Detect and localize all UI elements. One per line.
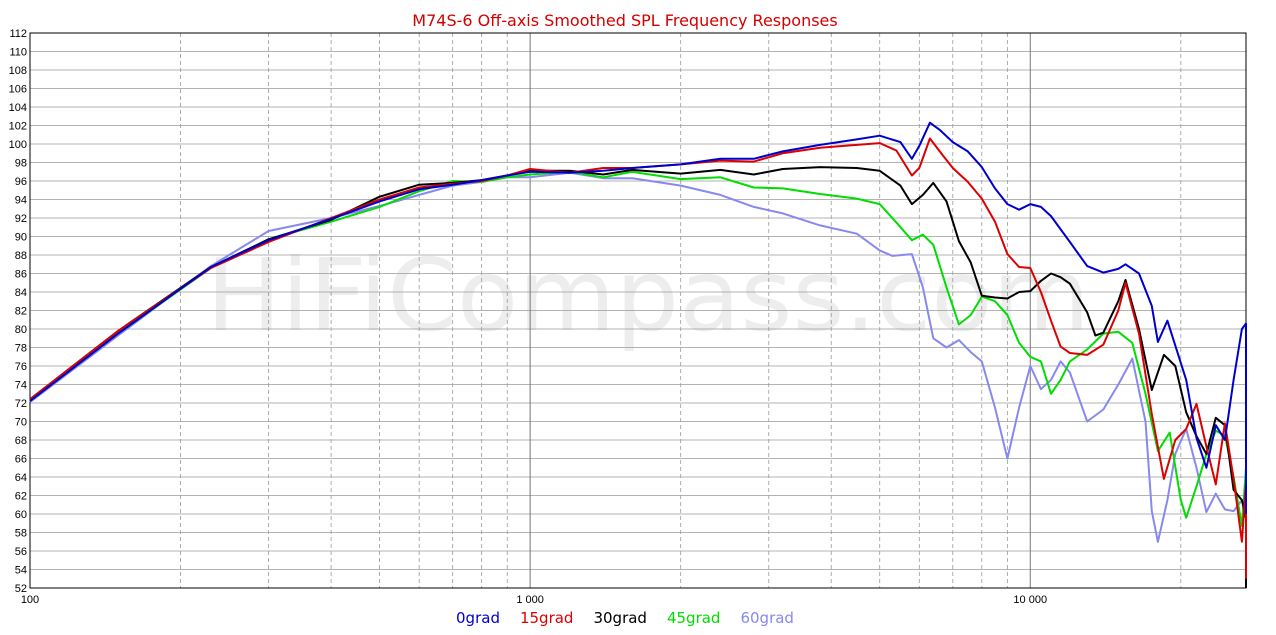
chart-title: M74S-6 Off-axis Smoothed SPL Frequency R… bbox=[412, 11, 837, 30]
y-tick-label: 78 bbox=[15, 343, 27, 355]
y-tick-label: 104 bbox=[9, 102, 27, 114]
x-tick-label: 10 000 bbox=[1013, 594, 1047, 606]
y-tick-label: 98 bbox=[15, 158, 27, 170]
y-tick-label: 56 bbox=[15, 546, 27, 558]
y-tick-label: 84 bbox=[15, 287, 27, 299]
y-tick-label: 92 bbox=[15, 213, 27, 225]
legend: 0grad 15grad 30grad 45grad 60grad bbox=[456, 609, 794, 627]
y-tick-label: 52 bbox=[15, 583, 27, 595]
y-tick-label: 96 bbox=[15, 176, 27, 188]
grid bbox=[29, 32, 1246, 589]
legend-entry-60grad: 60grad bbox=[740, 609, 794, 627]
legend-entry-45grad: 45grad bbox=[667, 609, 721, 627]
legend-entry-0grad: 0grad bbox=[456, 609, 500, 627]
y-tick-label: 106 bbox=[9, 84, 27, 96]
watermark: HiFiCompass.com bbox=[206, 237, 1090, 354]
y-tick-label: 90 bbox=[15, 232, 27, 244]
series-line-30grad bbox=[29, 166, 1247, 588]
y-tick-label: 64 bbox=[15, 472, 27, 484]
y-tick-label: 108 bbox=[9, 65, 27, 77]
y-tick-label: 70 bbox=[15, 417, 27, 429]
y-tick-label: 62 bbox=[15, 491, 27, 503]
y-tick-label: 100 bbox=[9, 139, 27, 151]
series-line-0grad bbox=[29, 121, 1247, 514]
y-tick-label: 66 bbox=[15, 454, 27, 466]
x-tick-label: 100 bbox=[21, 594, 39, 606]
y-tick-label: 112 bbox=[9, 28, 27, 40]
y-tick-label: 86 bbox=[15, 269, 27, 281]
series-lines bbox=[29, 121, 1247, 588]
x-tick-label: 1 000 bbox=[516, 594, 544, 606]
y-tick-label: 94 bbox=[15, 195, 27, 207]
y-tick-label: 68 bbox=[15, 435, 27, 447]
y-tick-labels: 52 54 56 58 60 62 64 66 68 70 72 74 76 78 80 82 84 86 88 90… bbox=[9, 28, 27, 595]
y-tick-label: 82 bbox=[15, 306, 27, 318]
y-tick-label: 58 bbox=[15, 528, 27, 540]
y-tick-label: 54 bbox=[15, 565, 27, 577]
y-tick-label: 76 bbox=[15, 361, 27, 373]
legend-entry-30grad: 30grad bbox=[593, 609, 647, 627]
series-line-15grad bbox=[29, 137, 1247, 579]
y-tick-label: 110 bbox=[9, 47, 27, 59]
y-tick-label: 60 bbox=[15, 509, 27, 521]
y-tick-label: 80 bbox=[15, 324, 27, 336]
plot-frame bbox=[29, 32, 1247, 589]
x-tick-labels: 100 1 000 10 000 bbox=[21, 594, 1047, 606]
y-tick-label: 72 bbox=[15, 398, 27, 410]
y-tick-label: 74 bbox=[15, 380, 27, 392]
y-tick-label: 102 bbox=[9, 121, 27, 133]
legend-entry-15grad: 15grad bbox=[520, 609, 574, 627]
y-tick-label: 88 bbox=[15, 250, 27, 262]
axes bbox=[29, 32, 1247, 589]
